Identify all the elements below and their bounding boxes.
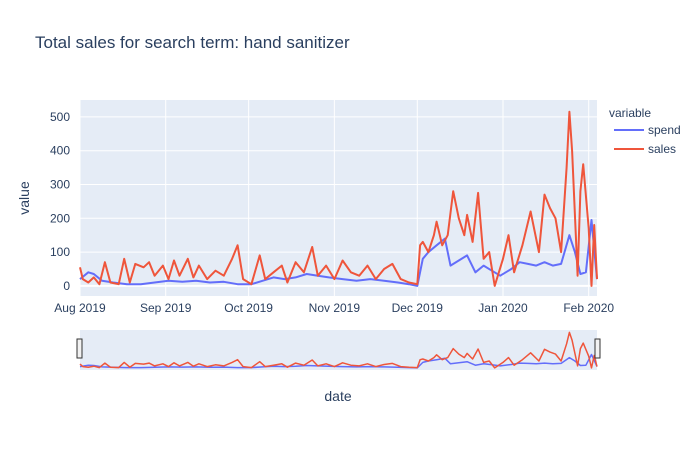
x-tick-label: Dec 2019 bbox=[392, 301, 444, 315]
y-tick-label: 400 bbox=[50, 144, 70, 158]
slider-line-sales bbox=[79, 331, 598, 369]
y-tick-labels: 0 100 200 300 400 500 bbox=[50, 110, 70, 293]
y-tick-label: 500 bbox=[50, 110, 70, 124]
chart-title: Total sales for search term: hand saniti… bbox=[35, 33, 350, 52]
x-tick-label: Jan 2020 bbox=[478, 301, 528, 315]
range-slider-background[interactable] bbox=[80, 330, 597, 370]
legend-item-spend[interactable]: spend bbox=[614, 123, 681, 137]
y-tick-label: 300 bbox=[50, 177, 70, 191]
plot-area bbox=[80, 100, 597, 296]
x-axis-title: date bbox=[324, 388, 351, 404]
slider-line-spend bbox=[79, 353, 598, 369]
y-tick-label: 100 bbox=[50, 245, 70, 259]
legend-item-sales[interactable]: sales bbox=[614, 142, 676, 156]
x-tick-labels: Aug 2019 Sep 2019 Oct 2019 Nov 2019 Dec 2019… bbox=[54, 301, 614, 315]
x-tick-label: Sep 2019 bbox=[140, 301, 192, 315]
y-tick-label: 0 bbox=[63, 279, 70, 293]
main-series-lines bbox=[79, 110, 598, 287]
legend-label-sales: sales bbox=[648, 142, 676, 156]
range-slider-left-handle[interactable] bbox=[76, 338, 83, 359]
x-tick-label: Oct 2019 bbox=[224, 301, 273, 315]
x-tick-label: Feb 2020 bbox=[563, 301, 614, 315]
range-slider-right-handle[interactable] bbox=[594, 338, 601, 359]
y-axis-title: value bbox=[16, 181, 32, 215]
series-line-sales bbox=[79, 110, 598, 287]
y-tick-label: 200 bbox=[50, 211, 70, 225]
x-tick-label: Aug 2019 bbox=[54, 301, 106, 315]
range-slider-series bbox=[79, 331, 598, 369]
legend-title: variable bbox=[609, 106, 651, 120]
series-line-spend bbox=[79, 219, 598, 287]
legend-label-spend: spend bbox=[648, 123, 681, 137]
x-tick-label: Nov 2019 bbox=[309, 301, 361, 315]
x-gridlines bbox=[79, 100, 590, 296]
